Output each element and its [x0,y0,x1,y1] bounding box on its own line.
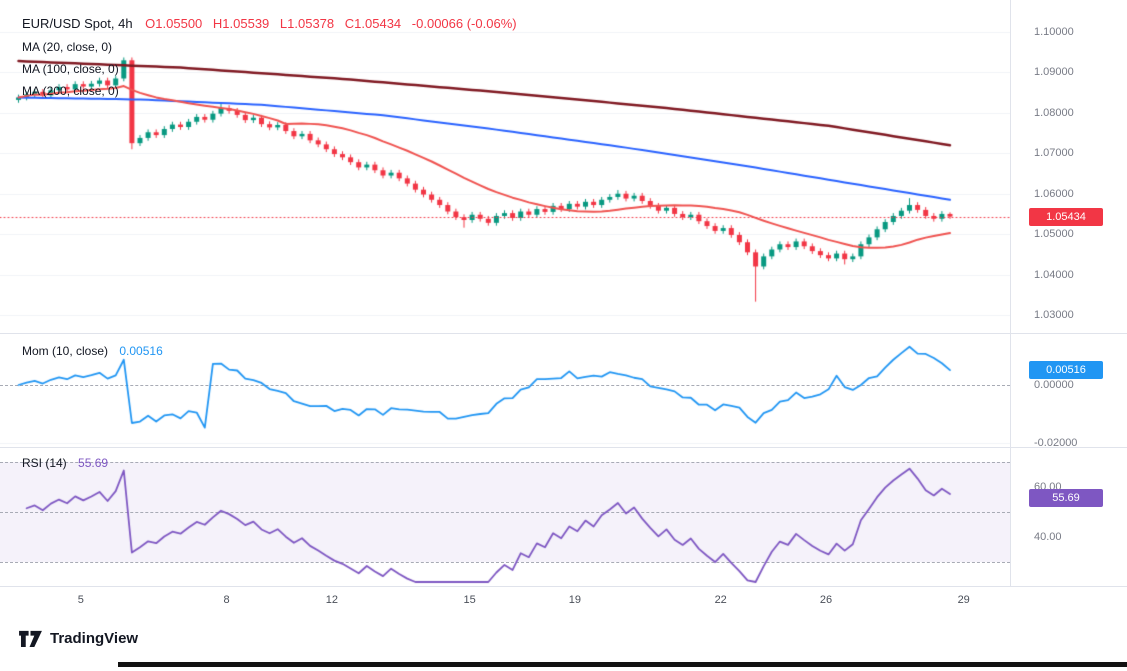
price-axis-label: 1.06000 [1034,187,1074,200]
rsi-legend-label: RSI (14) [22,456,67,470]
time-axis-label: 26 [819,594,833,606]
momentum-legend[interactable]: Mom (10, close) 0.00516 [22,344,163,358]
bottom-window-edge [118,662,1127,667]
ma-200-legend[interactable]: MA (200, close, 0) [22,84,119,98]
momentum-value-badge: 0.00516 [1029,361,1103,380]
rsi-legend-value: 55.69 [78,456,109,470]
ma-100-legend[interactable]: MA (100, close, 0) [22,62,119,76]
rsi-value-badge: 55.69 [1029,488,1103,507]
momentum-legend-label: Mom (10, close) [22,344,109,358]
tradingview-logo[interactable]: TradingView [18,628,138,648]
price-axis-label: 1.09000 [1034,66,1074,79]
price-change: -0.00066 (-0.06%) [411,16,517,31]
tradingview-logo-icon [19,630,42,648]
ma-20-legend[interactable]: MA (20, close, 0) [22,40,112,54]
time-axis-label: 8 [223,594,230,606]
price-axis[interactable]: 1.10000 1.09000 1.08000 1.07000 1.06000 1.050… [1010,0,1127,616]
pane-divider[interactable] [0,333,1127,334]
ohlc-low: L1.05378 [279,16,335,31]
momentum-axis-label: 0.00000 [1034,379,1074,391]
time-axis-label: 22 [714,594,727,606]
ma-200-legend-label: MA (200, close, 0) [22,84,119,98]
price-axis-label: 1.04000 [1034,268,1074,281]
ohlc-high: H1.05539 [212,16,270,31]
tradingview-logo-text: TradingView [50,629,139,647]
price-axis-border [1010,0,1011,586]
time-axis-label: 29 [957,594,970,606]
time-axis-label: 19 [568,594,582,606]
price-axis-label: 1.10000 [1034,26,1074,38]
momentum-axis-label: -0.02000 [1034,437,1078,449]
ohlc-close: C1.05434 [344,16,402,31]
ohlc-open: O1.05500 [145,16,203,31]
rsi-legend[interactable]: RSI (14) 55.69 [22,456,108,470]
time-axis-label: 15 [463,594,476,606]
time-axis-label: 5 [77,594,84,606]
last-price-badge: 1.05434 [1029,207,1103,226]
price-axis-label: 1.05000 [1034,228,1074,241]
rsi-axis-label: 40.00 [1034,531,1062,543]
time-axis[interactable]: 5 8 12 15 19 22 26 29 [0,586,1010,616]
ma-20-legend-label: MA (20, close, 0) [22,40,113,54]
symbol-header[interactable]: EUR/USD Spot, 4h O1.05500 H1.05539 L1.05… [22,16,524,31]
time-axis-label: 12 [325,594,339,606]
price-axis-label: 1.03000 [1034,309,1074,321]
symbol-title: EUR/USD Spot, 4h [22,16,133,31]
price-axis-label: 1.08000 [1034,106,1074,119]
time-axis-border [0,586,1127,587]
ma-100-legend-label: MA (100, close, 0) [22,62,119,76]
price-axis-label: 1.07000 [1034,147,1074,160]
chart-canvas[interactable] [0,0,1010,616]
momentum-legend-value: 0.00516 [119,344,163,358]
pane-divider[interactable] [0,447,1127,448]
